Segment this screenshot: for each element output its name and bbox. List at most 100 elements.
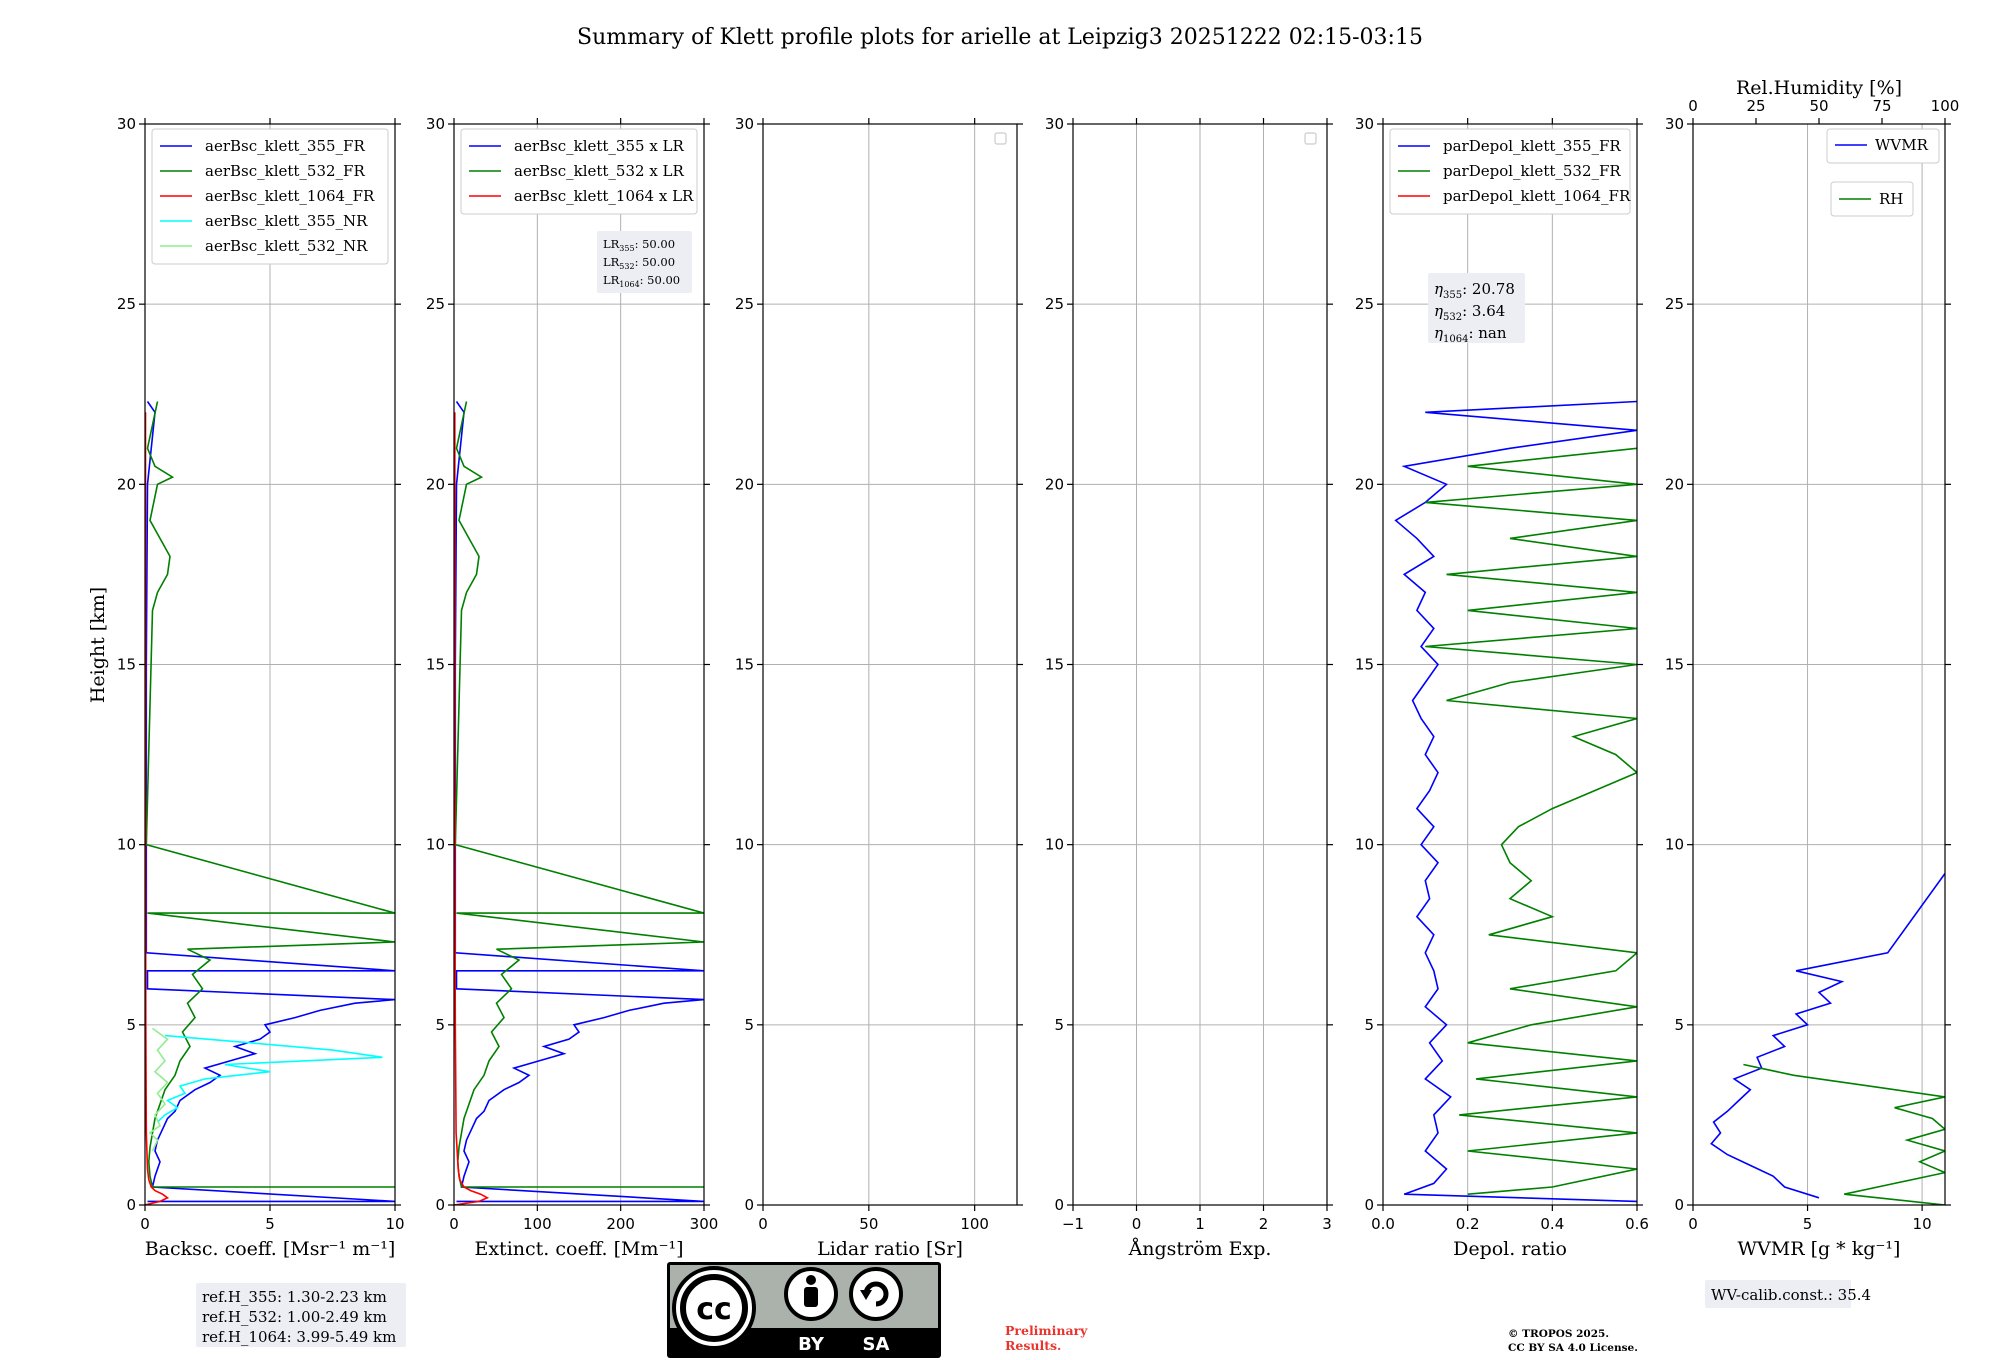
x-tick-label: 10 xyxy=(1913,1215,1932,1233)
copyright-line-2: CC BY SA 4.0 License. xyxy=(1508,1342,1638,1354)
x-tick-label: 0 xyxy=(1132,1215,1142,1233)
series-line-parDepol_klett_355_FR xyxy=(1394,400,1637,1203)
x-axis-label-extinction: Extinct. coeff. [Mm⁻¹] xyxy=(474,1238,683,1260)
y-tick-label: 0 xyxy=(435,1196,445,1214)
x-axis-label-depol: Depol. ratio xyxy=(1453,1238,1567,1260)
series-line-aerBsc_klett_532_NR xyxy=(148,1027,169,1152)
top-x-tick-label: 0 xyxy=(1688,97,1698,115)
x-tick-label: 300 xyxy=(690,1215,719,1233)
y-tick-label: 0 xyxy=(1364,1196,1374,1214)
y-tick-label: 10 xyxy=(1355,836,1374,854)
empty-legend-box xyxy=(1304,132,1317,145)
y-tick-label: 25 xyxy=(117,295,136,313)
y-tick-label: 20 xyxy=(1665,475,1684,493)
series-line-aerBsc_klett_532_FR xyxy=(145,401,395,1188)
x-tick-label: 200 xyxy=(606,1215,635,1233)
y-tick-label: 15 xyxy=(426,656,445,674)
legend-label: RH xyxy=(1879,190,1903,208)
y-tick-label: 0 xyxy=(744,1196,754,1214)
legend-rh: RH xyxy=(1830,181,1914,217)
empty-legend-box xyxy=(994,132,1007,145)
y-tick-label: 5 xyxy=(1674,1016,1684,1034)
y-tick-label: 15 xyxy=(117,656,136,674)
eta-entry: η532: 3.64 xyxy=(1434,302,1505,323)
y-tick-label: 25 xyxy=(426,295,445,313)
grid-backscatter xyxy=(144,123,396,1206)
series-line-WVMR xyxy=(1710,873,1945,1199)
eta-entry: η1064: nan xyxy=(1434,324,1507,345)
y-tick-label: 25 xyxy=(1045,295,1064,313)
legend-label: aerBsc_klett_532 x LR xyxy=(514,162,685,180)
x-tick-label: 1 xyxy=(1195,1215,1205,1233)
top-x-tick-label: 50 xyxy=(1809,97,1828,115)
x-tick-label: 10 xyxy=(385,1215,404,1233)
copyright-line-1: © TROPOS 2025. xyxy=(1508,1328,1609,1340)
y-tick-label: 20 xyxy=(1355,475,1374,493)
series-group-extinction xyxy=(454,401,704,1205)
x-tick-label: 0.2 xyxy=(1456,1215,1480,1233)
x-tick-label: 0 xyxy=(449,1215,459,1233)
x-tick-label: 0.4 xyxy=(1540,1215,1564,1233)
cc-by-label: BY xyxy=(798,1334,825,1355)
y-tick-label: 0 xyxy=(126,1196,136,1214)
y-tick-label: 10 xyxy=(1045,836,1064,854)
x-tick-label: 5 xyxy=(265,1215,275,1233)
y-tick-label: 30 xyxy=(117,115,136,133)
x-tick-label: 5 xyxy=(1803,1215,1813,1233)
panel-lidar_ratio: 0 5 10 15 20 25 30 0 50 100 Lidar ratio [Sr] xyxy=(735,115,1023,1260)
lidar-ratio-entry: LR1064: 50.00 xyxy=(603,273,680,289)
y-tick-label: 5 xyxy=(744,1016,754,1034)
legend-label: aerBsc_klett_532_FR xyxy=(205,162,365,180)
y-tick-label: 10 xyxy=(735,836,754,854)
x-tick-label: 50 xyxy=(859,1215,878,1233)
x-tick-label: 0 xyxy=(758,1215,768,1233)
y-tick-label: 5 xyxy=(1054,1016,1064,1034)
y-tick-label: 10 xyxy=(1665,836,1684,854)
y-tick-label: 0 xyxy=(1674,1196,1684,1214)
ref-heights-box: ref.H_355: 1.30-2.23 km ref.H_532: 1.00-… xyxy=(196,1283,406,1347)
x-tick-label: 0.6 xyxy=(1625,1215,1649,1233)
y-tick-label: 20 xyxy=(1045,475,1064,493)
preliminary-line-1: Preliminary xyxy=(1005,1323,1088,1338)
y-tick-label: 30 xyxy=(1355,115,1374,133)
y-tick-label: 20 xyxy=(735,475,754,493)
series-line-aerBsc_klett_355_FR xyxy=(145,401,395,1203)
y-tick-label: 25 xyxy=(1355,295,1374,313)
legend-depol: parDepol_klett_355_FR parDepol_klett_532_… xyxy=(1389,128,1631,215)
y-tick-label: 20 xyxy=(117,475,136,493)
x-tick-label: 100 xyxy=(523,1215,552,1233)
legend-label: aerBsc_klett_355 x LR xyxy=(514,137,685,155)
preliminary-line-2: Results. xyxy=(1005,1338,1061,1353)
series-group-depol xyxy=(1394,400,1637,1203)
legend-wvmr: WVMR xyxy=(1826,128,1940,164)
series-line-parDepol_klett_532_FR xyxy=(1425,447,1637,1195)
legend-label: aerBsc_klett_1064_FR xyxy=(205,187,375,205)
lidar-ratio-entry: LR355: 50.00 xyxy=(603,237,675,253)
x-tick-label: 100 xyxy=(960,1215,989,1233)
ref-height-355: ref.H_355: 1.30-2.23 km xyxy=(202,1288,387,1306)
y-tick-label: 0 xyxy=(1054,1196,1064,1214)
x-axis-label-angstrom: Ångström Exp. xyxy=(1128,1238,1272,1260)
panel-depol: 0 5 10 15 20 25 30 0.0 0.2 0.4 0.6 Depol. ratio parD… xyxy=(1355,115,1649,1260)
cc-sa-label: SA xyxy=(863,1334,890,1355)
x-tick-label: 0 xyxy=(140,1215,150,1233)
y-tick-label: 30 xyxy=(1045,115,1064,133)
grid-lidar_ratio xyxy=(762,123,1017,1206)
y-tick-label: 25 xyxy=(735,295,754,313)
y-tick-label: 20 xyxy=(426,475,445,493)
top-x-tick-label: 75 xyxy=(1872,97,1891,115)
x-axis-label-wvmr: WVMR [g * kg⁻¹] xyxy=(1738,1238,1901,1260)
legend-label: aerBsc_klett_355_NR xyxy=(205,212,368,230)
legend-label: WVMR xyxy=(1875,136,1929,154)
sa-share-icon xyxy=(849,1267,903,1321)
top-axis-label: Rel.Humidity [%] xyxy=(1736,77,1902,99)
wv-calib-box: WV-calib.const.: 35.4 xyxy=(1705,1280,1871,1308)
y-tick-label: 5 xyxy=(435,1016,445,1034)
panel-backscatter: 0 5 10 15 20 25 30 0 5 10 Backsc. coeff. [Msr⁻¹ m⁻… xyxy=(117,115,405,1260)
series-line-aerBsc_klett_532 x LR xyxy=(454,401,704,1188)
